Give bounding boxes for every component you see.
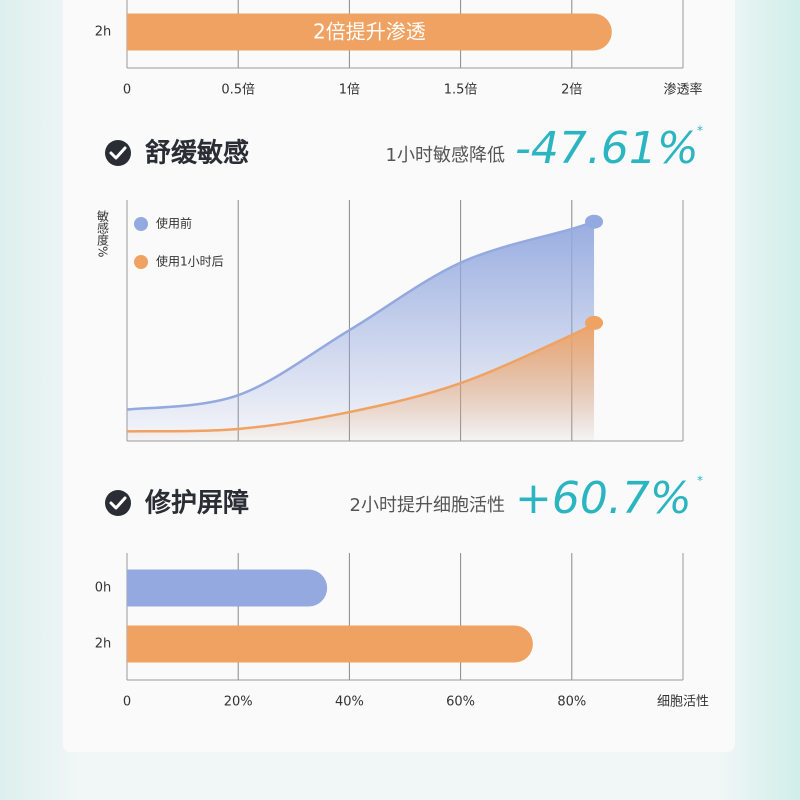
section-title: 修护屏障 xyxy=(144,488,249,519)
x-tick-label: 60% xyxy=(446,695,475,710)
x-tick-label: 1.5倍 xyxy=(444,83,478,98)
footnote-mark: * xyxy=(697,474,703,488)
x-tick-label: 2倍 xyxy=(561,83,582,98)
bar xyxy=(127,625,533,663)
section-title: 舒缓敏感 xyxy=(145,138,249,169)
end-point xyxy=(585,315,604,330)
bar-label: 2倍提升渗透 xyxy=(313,20,426,44)
check-icon xyxy=(105,490,131,516)
bar xyxy=(127,569,328,607)
x-tick-label: 0.5倍 xyxy=(221,83,255,98)
category-label: 0h xyxy=(95,581,112,596)
check-icon xyxy=(105,140,131,166)
category-label: 2h xyxy=(95,25,112,40)
x-tick-label: 1倍 xyxy=(339,83,360,98)
area-fill xyxy=(127,322,595,441)
x-tick-label: 0 xyxy=(123,695,131,710)
bar xyxy=(127,13,612,51)
legend-label: 使用前 xyxy=(156,216,192,231)
x-axis-label: 细胞活性 xyxy=(657,695,709,710)
legend-marker xyxy=(134,255,148,269)
section-subtitle: 1小时敏感降低 xyxy=(386,145,505,166)
x-axis-label: 渗透率 xyxy=(663,82,702,98)
highlight-value: -47.61% xyxy=(515,123,699,174)
x-tick-label: 0 xyxy=(123,83,131,98)
footnote-mark: * xyxy=(697,124,703,138)
x-tick-label: 80% xyxy=(557,695,586,710)
series-line xyxy=(126,220,595,411)
highlight-value: +60.7% xyxy=(515,473,692,524)
x-tick-label: 20% xyxy=(224,695,253,710)
section-subtitle: 2小时提升细胞活性 xyxy=(350,495,505,516)
legend-label: 使用1小时后 xyxy=(156,254,224,269)
x-tick-label: 40% xyxy=(335,695,364,710)
category-label: 2h xyxy=(95,637,112,652)
end-point xyxy=(585,214,604,229)
series-line xyxy=(126,321,595,433)
y-axis-label: 敏感度% xyxy=(96,209,110,258)
legend-marker xyxy=(134,217,148,231)
